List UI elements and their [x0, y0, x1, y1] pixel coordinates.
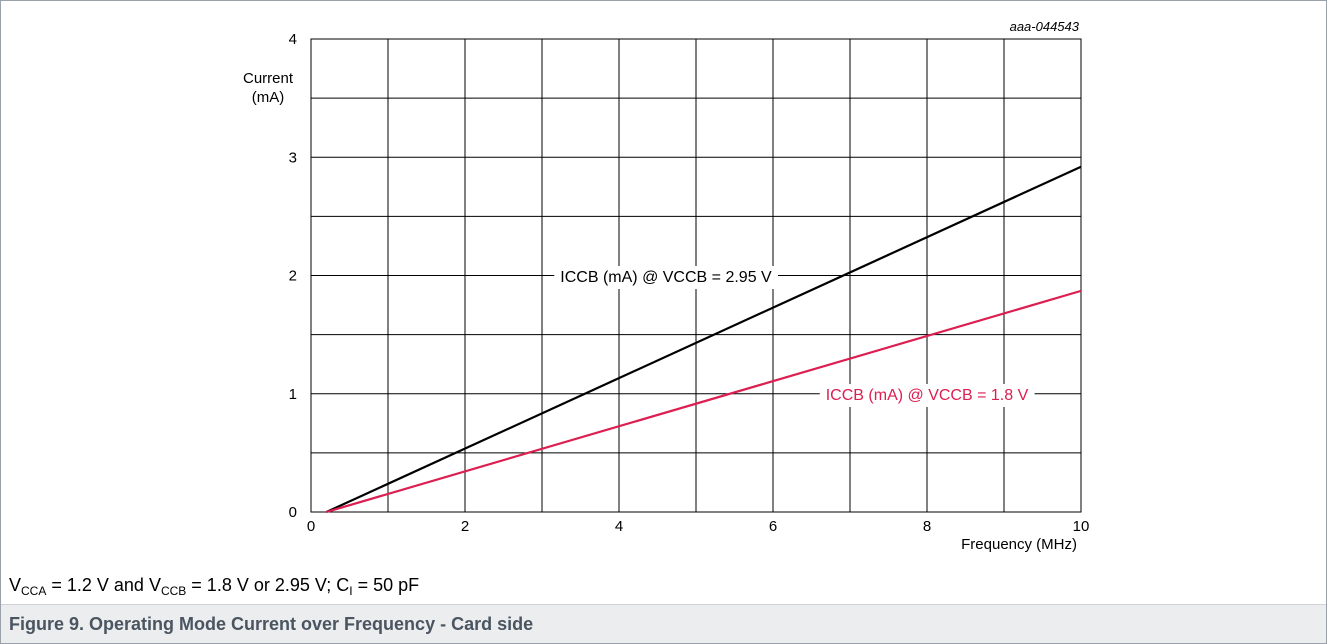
ci-symbol: C — [336, 575, 350, 595]
x-tick-label: 10 — [1073, 518, 1090, 535]
x-tick-label: 4 — [615, 518, 623, 535]
series-lines — [325, 165, 1082, 514]
series-label-group-1: ICCB (mA) @ VCCB = 2.95 V — [554, 266, 779, 289]
vccb-subscript: CCB — [160, 584, 187, 598]
series-label-2: ICCB (mA) @ VCCB = 1.8 V — [826, 387, 1029, 404]
y-tick-label: 3 — [289, 149, 297, 166]
figure-id: aaa-044543 — [1010, 19, 1080, 34]
series-line-1 — [325, 165, 1082, 514]
plot-area-border — [310, 38, 1082, 513]
line-chart: 0 2 4 6 8 10 0 1 2 3 4 Frequency (MHz) Current (mA) aa… — [243, 19, 1089, 553]
x-tick-label: 6 — [769, 518, 777, 535]
x-tick-label: 8 — [923, 518, 931, 535]
vcca-value: = 1.2 V and — [46, 575, 149, 595]
vcca-subscript: CCA — [21, 584, 47, 598]
labels: 0 2 4 6 8 10 0 1 2 3 4 Frequency (MHz) Current (mA) aa… — [243, 19, 1089, 553]
ci-value: = 50 pF — [352, 575, 420, 595]
vccb-value: = 1.8 V or 2.95 V; — [186, 575, 337, 595]
series-line-2 — [326, 289, 1082, 514]
test-conditions: VCCA = 1.2 V and VCCB = 1.8 V or 2.95 V;… — [9, 575, 420, 598]
y-tick-label: 0 — [289, 504, 297, 521]
x-axis-label: Frequency (MHz) — [961, 536, 1077, 553]
x-tick-label: 0 — [307, 518, 315, 535]
caption-divider — [1, 604, 1326, 605]
y-tick-label: 2 — [289, 268, 297, 285]
y-axis-label-line2: (mA) — [252, 89, 285, 106]
ci-subscript: I — [349, 584, 353, 598]
vcca-symbol: V — [9, 575, 22, 595]
y-axis-label-line1: Current — [243, 70, 294, 87]
x-tick-label: 2 — [461, 518, 469, 535]
y-tick-label: 4 — [289, 31, 297, 48]
series-label-group-2: ICCB (mA) @ VCCB = 1.8 V — [819, 384, 1035, 407]
series-label-1: ICCB (mA) @ VCCB = 2.95 V — [560, 269, 772, 286]
figure-caption: Figure 9. Operating Mode Current over Fr… — [1, 605, 1326, 643]
series-label-background — [819, 384, 1035, 407]
vccb-symbol: V — [148, 575, 161, 595]
series-label-background — [554, 266, 779, 289]
y-tick-label: 1 — [289, 386, 297, 403]
